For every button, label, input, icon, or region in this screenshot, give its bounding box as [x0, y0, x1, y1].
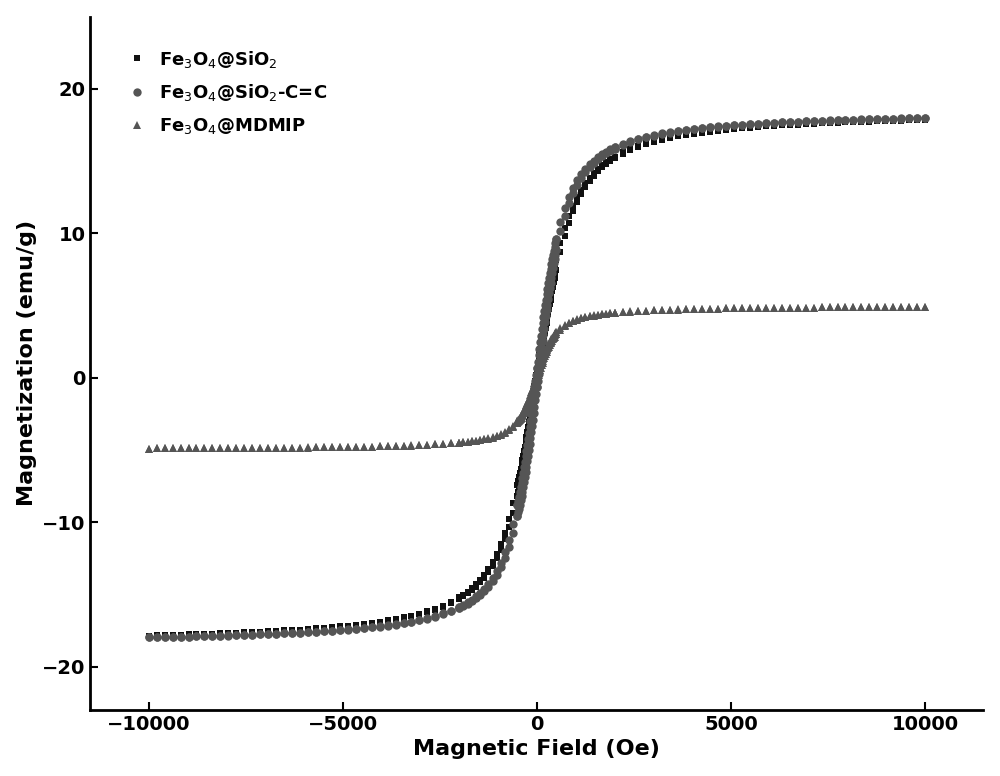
- Fe$_3$O$_4$@SiO$_2$: [143, 631, 155, 640]
- Line: Fe$_3$O$_4$@SiO$_2$: Fe$_3$O$_4$@SiO$_2$: [145, 116, 929, 639]
- Line: Fe$_3$O$_4$@MDMIP: Fe$_3$O$_4$@MDMIP: [145, 303, 929, 452]
- Fe$_3$O$_4$@SiO$_2$-C=C: [143, 632, 155, 642]
- Fe$_3$O$_4$@MDMIP: [688, 304, 700, 314]
- Y-axis label: Magnetization (emu/g): Magnetization (emu/g): [17, 220, 37, 507]
- Line: Fe$_3$O$_4$@SiO$_2$-C=C: Fe$_3$O$_4$@SiO$_2$-C=C: [145, 114, 929, 642]
- Fe$_3$O$_4$@MDMIP: [537, 352, 549, 361]
- Fe$_3$O$_4$@MDMIP: [919, 303, 931, 312]
- Fe$_3$O$_4$@SiO$_2$: [537, 324, 549, 334]
- Fe$_3$O$_4$@SiO$_2$: [919, 115, 931, 124]
- Fe$_3$O$_4$@SiO$_2$: [474, 575, 486, 584]
- Fe$_3$O$_4$@SiO$_2$: [855, 117, 867, 126]
- X-axis label: Magnetic Field (Oe): Magnetic Field (Oe): [413, 740, 660, 760]
- Fe$_3$O$_4$@MDMIP: [855, 303, 867, 312]
- Fe$_3$O$_4$@SiO$_2$-C=C: [919, 113, 931, 123]
- Fe$_3$O$_4$@SiO$_2$-C=C: [855, 115, 867, 124]
- Fe$_3$O$_4$@SiO$_2$: [688, 129, 700, 138]
- Fe$_3$O$_4$@MDMIP: [143, 444, 155, 453]
- Fe$_3$O$_4$@SiO$_2$-C=C: [549, 238, 561, 248]
- Fe$_3$O$_4$@SiO$_2$: [549, 258, 561, 268]
- Fe$_3$O$_4$@MDMIP: [474, 435, 486, 445]
- Fe$_3$O$_4$@SiO$_2$: [398, 613, 410, 622]
- Fe$_3$O$_4$@SiO$_2$-C=C: [537, 313, 549, 322]
- Legend: Fe$_3$O$_4$@SiO$_2$, Fe$_3$O$_4$@SiO$_2$-C=C, Fe$_3$O$_4$@MDMIP: Fe$_3$O$_4$@SiO$_2$, Fe$_3$O$_4$@SiO$_2$…: [117, 40, 336, 145]
- Fe$_3$O$_4$@MDMIP: [549, 329, 561, 338]
- Fe$_3$O$_4$@MDMIP: [398, 441, 410, 450]
- Fe$_3$O$_4$@SiO$_2$-C=C: [688, 124, 700, 133]
- Fe$_3$O$_4$@SiO$_2$-C=C: [398, 618, 410, 628]
- Fe$_3$O$_4$@SiO$_2$-C=C: [474, 588, 486, 598]
